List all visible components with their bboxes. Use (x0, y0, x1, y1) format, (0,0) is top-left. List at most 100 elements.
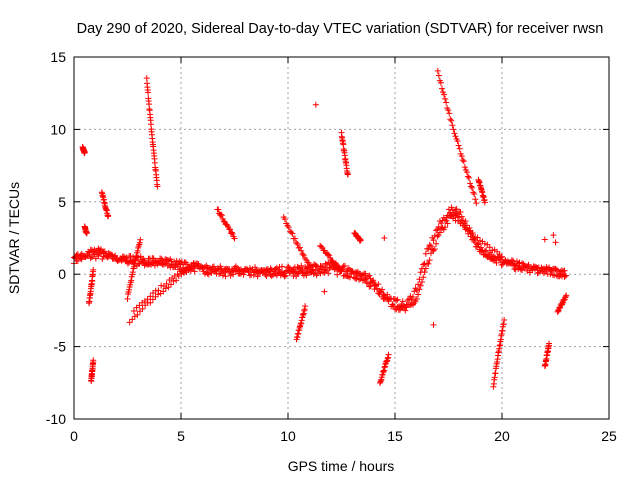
y-axis-label: SDTVAR / TECUs (6, 182, 22, 294)
data-point-baseline-band-b (270, 270, 277, 277)
data-point-fall-17.0h (447, 116, 454, 123)
data-point-baseline-band-a (216, 271, 223, 278)
data-point-baseline-band-b (490, 253, 497, 260)
data-point-baseline-band-b (420, 261, 427, 268)
data-point-baseline-band-b (506, 259, 513, 266)
data-point-rise-2.5h (133, 253, 140, 260)
data-point-baseline-band-a (394, 304, 401, 311)
data-point-baseline-band-b (462, 218, 469, 225)
data-point-dip-arc-b (130, 308, 137, 315)
data-point-baseline-band-b (417, 269, 424, 276)
data-point-dip-arc-a (131, 313, 138, 320)
data-point-fall-17.0h (461, 164, 468, 171)
data-point-baseline-band-a (430, 247, 437, 254)
data-point-baseline-band-b (217, 263, 224, 270)
data-point-fall-9.8h (310, 271, 317, 278)
data-point-baseline-band-a (204, 270, 211, 277)
data-point-fall-9.8h (300, 252, 307, 259)
data-point-baseline-band-b (413, 287, 420, 294)
data-point-baseline-band-b (250, 269, 257, 276)
data-point-rise-2.5h (134, 247, 141, 254)
data-point-rise-0.8h (90, 357, 97, 364)
data-point-isolated (312, 101, 319, 108)
data-point-baseline-band-b (320, 263, 327, 270)
x-tick-label: 0 (70, 428, 78, 444)
data-point-baseline-band-b (399, 298, 406, 305)
data-point-baseline-band-b (533, 264, 540, 271)
data-point-baseline-band-b (430, 237, 437, 244)
data-point-baseline-band-b (182, 259, 189, 266)
data-point-baseline-band-a (413, 295, 420, 302)
data-point-fall-17.0h (467, 180, 474, 187)
data-point-fall-3.4h (154, 183, 161, 190)
data-point-baseline-band-b (407, 293, 414, 300)
data-point-baseline-band-b (508, 257, 515, 264)
data-point-baseline-band-b (243, 265, 250, 272)
data-point-baseline-band-b (366, 272, 373, 279)
data-point-baseline-band-a (415, 291, 422, 298)
data-point-fall-17.0h (468, 183, 475, 190)
y-tick-label: -5 (54, 339, 67, 355)
data-point-baseline-band-b (394, 296, 401, 303)
data-point-isolated (381, 235, 388, 241)
data-point-fall-17.6h (486, 244, 493, 251)
data-point-baseline-band-b (453, 206, 460, 213)
data-point-baseline-band-b (164, 257, 171, 264)
data-point-baseline-band-b (105, 249, 112, 256)
data-point-baseline-band-b (472, 240, 479, 247)
data-point-rise-2.5h (132, 257, 139, 264)
data-point-fall-18.9h (481, 199, 488, 206)
data-point-baseline-band-b (109, 252, 116, 259)
data-point-baseline-band-b (427, 243, 434, 250)
data-point-rise-22.6h (556, 305, 563, 312)
data-point-fall-13.1h (357, 237, 364, 244)
data-point-rise-2.5h (131, 260, 138, 267)
data-point-dip-arc-a (129, 316, 136, 323)
data-point-baseline-band-b (159, 257, 166, 264)
y-tick-label: -10 (46, 411, 66, 427)
x-tick-label: 15 (387, 428, 403, 444)
data-point-rise-22.0h (546, 340, 553, 347)
data-point-fall-9.8h (294, 240, 301, 247)
data-point-fall-17.6h (474, 234, 481, 241)
data-point-fall-9.8h (285, 224, 292, 231)
data-point-baseline-band-a (317, 270, 324, 277)
data-points (71, 67, 570, 390)
data-point-fall-9.8h (288, 229, 295, 236)
data-point-baseline-band-b (113, 256, 120, 263)
data-point-fall-9.8h (293, 239, 300, 246)
data-point-baseline-band-b (385, 296, 392, 303)
data-point-baseline-band-b (426, 241, 433, 248)
data-point-baseline-band-a (553, 266, 560, 273)
data-point-fall-17.6h (499, 253, 505, 260)
data-point-rise-2.5h (129, 271, 136, 278)
data-point-baseline-band-b (517, 264, 524, 271)
data-point-baseline-band-b (384, 291, 391, 298)
data-point-baseline-band-b (341, 262, 348, 269)
data-point-baseline-band-a (74, 258, 81, 265)
data-point-baseline-band-b (389, 301, 396, 308)
data-point-isolated (321, 288, 328, 295)
data-point-dip-arc-b (179, 268, 186, 275)
data-point-fall-17.0h (455, 142, 462, 149)
data-point-dip-arc-a (160, 288, 167, 295)
data-point-fall-17.0h (464, 173, 471, 180)
x-tick-label: 10 (280, 428, 296, 444)
data-point-isolated (552, 239, 559, 246)
data-point-fall-9.8h (305, 259, 312, 266)
data-point-dip-arc-b (190, 260, 197, 267)
data-point-rise-2.5h (136, 239, 143, 246)
data-point-dip-arc-b (163, 280, 170, 287)
data-point-baseline-band-b (119, 256, 126, 263)
data-point-baseline-band-b (350, 270, 357, 277)
data-point-fall-17.0h (434, 67, 441, 74)
data-point-baseline-band-b (83, 252, 90, 259)
data-point-fall-17.0h (446, 110, 453, 117)
data-point-dip-arc-b (144, 296, 151, 303)
data-point-fall-9.8h (284, 222, 291, 229)
data-point-fall-0.5h (83, 230, 90, 236)
data-point-dip-arc-b (136, 302, 143, 309)
data-point-fall-17.0h (451, 130, 458, 137)
data-point-fall-17.0h (449, 122, 456, 129)
